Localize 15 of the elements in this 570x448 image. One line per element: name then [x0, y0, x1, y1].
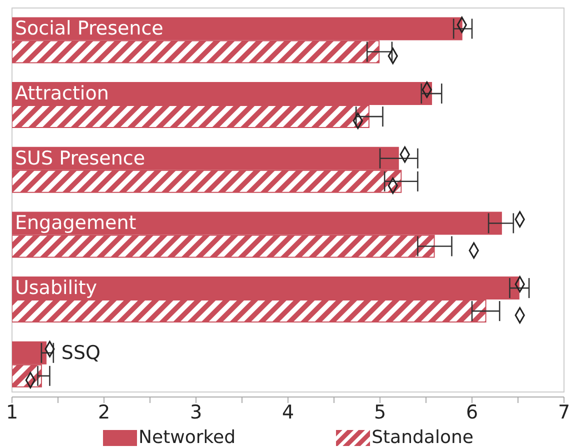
x-tick-label: 3	[190, 401, 202, 424]
x-tick-label: 6	[466, 401, 478, 424]
y-tick-label: Social Presence	[15, 18, 164, 40]
text: Standalone	[370, 427, 474, 448]
x-tick-label: 7	[558, 401, 570, 424]
legend-label: Networked	[138, 427, 236, 448]
x-tick-label: 5	[374, 401, 386, 424]
y-tick-label: SUS Presence	[15, 147, 146, 170]
x-tick-label: 1	[6, 401, 18, 424]
y-tick-label: Engagement	[15, 212, 136, 234]
y-tick-label: Usability	[15, 277, 98, 300]
x-tick-label: 2	[98, 401, 110, 424]
y-tick-label: SSQ	[61, 342, 100, 364]
x-tick-label: 4	[282, 401, 294, 424]
y-tick-label: Attraction	[15, 82, 109, 105]
